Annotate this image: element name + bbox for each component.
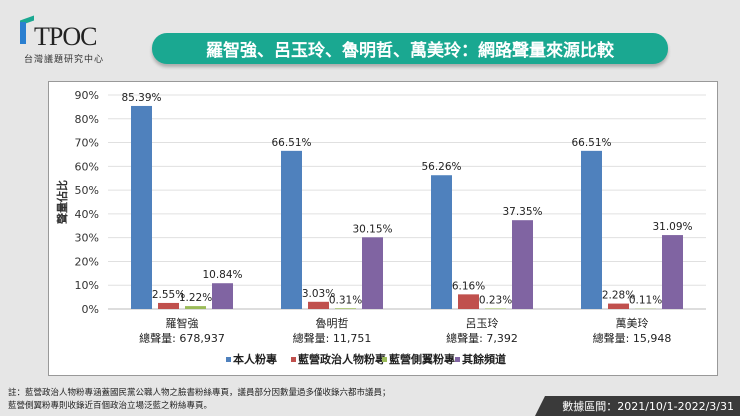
bar-0 [131, 105, 152, 310]
y-tick-label: 10% [75, 279, 99, 292]
y-tick-label: 80% [75, 113, 99, 126]
category-total: 總聲量: 11,751 [293, 331, 372, 345]
data-label: 37.35% [502, 206, 542, 218]
y-tick-label: 30% [75, 232, 99, 245]
bar-1 [458, 294, 479, 309]
footnote-line: 藍營側翼粉專則收錄近百個政治立場泛藍之粉絲專頁。 [8, 401, 213, 411]
category-total: 總聲量: 15,948 [593, 331, 672, 345]
data-label: 3.03% [302, 288, 335, 300]
legend-swatch [226, 357, 231, 362]
y-tick-label: 70% [75, 137, 99, 150]
data-label: 85.39% [121, 92, 161, 104]
bar-3 [512, 220, 533, 309]
category-total: 總聲量: 678,937 [139, 331, 225, 345]
data-label: 31.09% [652, 221, 692, 233]
data-label: 66.51% [571, 137, 611, 149]
bar-3 [662, 235, 683, 309]
x-tick-label: 羅智強 [166, 316, 199, 330]
data-label: 56.26% [421, 161, 461, 173]
data-label: 0.31% [329, 294, 362, 306]
y-axis-label: 聲量佔比 [55, 180, 69, 224]
logo-subtitle: 台灣議題研究中心 [24, 55, 105, 65]
bar-2 [485, 308, 506, 309]
bar-3 [212, 283, 233, 309]
category-total: 總聲量: 7,392 [446, 331, 518, 345]
legend-swatch [382, 357, 387, 362]
y-tick-label: 90% [75, 89, 99, 102]
footnote-line: 註：藍營政治人物粉專涵蓋國民黨公職人物之臉書粉絲專頁，議員部分因數量過多僅收錄六… [8, 388, 391, 398]
x-tick-label: 呂玉玲 [466, 317, 499, 330]
legend-item: 藍營側翼粉專 [389, 352, 455, 366]
data-label: 66.51% [271, 137, 311, 149]
page-title: 羅智強、呂玉玲、魯明哲、萬美玲：網路聲量來源比較 [152, 33, 668, 64]
legend-item: 其餘頻道 [462, 352, 506, 366]
y-tick-label: 40% [75, 208, 99, 221]
legend-item: 本人粉專 [233, 352, 277, 366]
legend-swatch [455, 357, 460, 362]
bar-2 [335, 308, 356, 309]
bar-3 [362, 237, 383, 309]
y-tick-label: 50% [75, 184, 99, 197]
data-label: 6.16% [452, 280, 485, 292]
bar-1 [308, 301, 329, 309]
y-tick-label: 60% [75, 160, 99, 173]
y-tick-label: 0% [82, 303, 99, 316]
data-label: 10.84% [202, 269, 242, 281]
legend-swatch [291, 357, 296, 362]
bar-2 [185, 306, 206, 309]
x-tick-label: 萬美玲 [616, 317, 649, 330]
data-period: 數據區間：2021/10/1-2022/3/31 [535, 396, 740, 416]
legend-item: 藍營政治人物粉專 [298, 352, 386, 366]
bar-1 [608, 303, 629, 309]
tpoc-logo: TPOC 台灣議題研究中心 [14, 15, 124, 66]
footnote: 註：藍營政治人物粉專涵蓋國民黨公職人物之臉書粉絲專頁，議員部分因數量過多僅收錄六… [8, 387, 391, 413]
bar-0 [581, 150, 602, 309]
x-tick-label: 魯明哲 [316, 316, 349, 330]
data-label: 1.22% [179, 292, 212, 304]
bar-0 [281, 150, 302, 309]
y-tick-label: 20% [75, 255, 99, 268]
logo-text: TPOC [34, 22, 97, 51]
data-label: 0.11% [629, 295, 662, 307]
data-label: 0.23% [479, 294, 512, 306]
bar-1 [158, 302, 179, 309]
bar-0 [431, 175, 452, 309]
chart-container [48, 81, 718, 376]
data-label: 30.15% [352, 223, 392, 235]
logo-mark-bar [20, 22, 26, 44]
data-label: 2.28% [602, 290, 635, 302]
data-label: 2.55% [152, 289, 185, 301]
